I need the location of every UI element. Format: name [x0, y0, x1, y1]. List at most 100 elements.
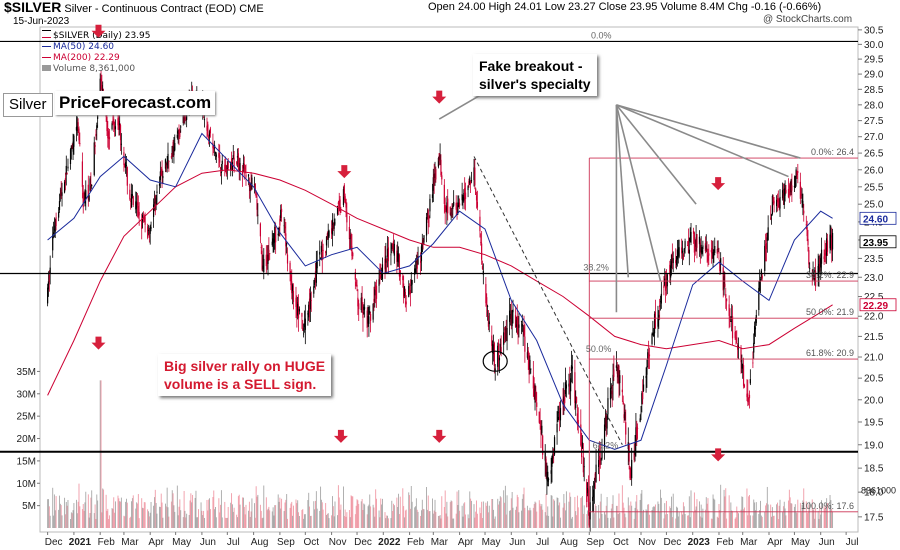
candle-body	[427, 210, 429, 223]
candle-body	[586, 482, 588, 503]
x-label-Nov: Nov	[329, 537, 347, 548]
candle-body	[754, 327, 757, 330]
candle-body	[119, 123, 121, 126]
candle-body	[152, 204, 155, 217]
fib-top-label: 68.2%	[593, 441, 619, 451]
candle-body	[510, 314, 512, 324]
candle-body	[743, 384, 746, 387]
candle-body	[594, 473, 596, 481]
x-label-Mar: Mar	[740, 537, 758, 548]
y-tick-label: 22.5	[864, 292, 884, 303]
candle-body	[758, 287, 760, 310]
volume-tick-label: 25M	[17, 412, 36, 423]
candle-body	[391, 244, 393, 250]
price-tag-24.60: 24.60	[863, 214, 888, 225]
fib-top-label: 0.0%	[591, 30, 612, 40]
candle-body	[794, 176, 796, 188]
candle-body	[233, 157, 235, 170]
candle-body	[563, 396, 565, 401]
candle-body	[723, 276, 725, 290]
candle-body	[366, 310, 368, 328]
candle-body	[108, 131, 110, 139]
candle-body	[613, 369, 615, 377]
candle-body	[574, 372, 576, 404]
candle-body	[552, 453, 554, 459]
candle-body	[172, 141, 174, 157]
candle-body	[143, 218, 145, 220]
candle-body	[576, 413, 579, 425]
candle-body	[475, 195, 478, 201]
x-label-2021: 2021	[69, 537, 92, 548]
candle-body	[639, 418, 641, 422]
candle-body	[700, 244, 702, 253]
x-label-Feb: Feb	[407, 537, 425, 548]
candle-body	[500, 346, 502, 354]
instrument-name: Silver - Continuous Contract (EOD)	[64, 3, 237, 15]
candle-body	[155, 197, 157, 204]
candle-body	[831, 232, 834, 250]
y-tick-label: 21.5	[864, 332, 884, 343]
candle-body	[562, 398, 564, 402]
candle-body	[503, 333, 506, 335]
candle-body	[600, 459, 602, 461]
candle-body	[378, 279, 380, 286]
candle-body	[731, 316, 734, 339]
candle-body	[72, 141, 74, 152]
candle-body	[162, 176, 164, 179]
candle-body	[787, 188, 790, 198]
candle-body	[208, 131, 211, 137]
candle-body	[286, 254, 289, 264]
volume-tick-label: 30M	[17, 389, 36, 400]
candle-body	[244, 167, 246, 169]
candle-body	[443, 184, 445, 204]
candle-body	[506, 327, 508, 342]
candle-body	[295, 297, 297, 308]
candle-body	[435, 169, 437, 180]
candle-body	[225, 166, 227, 173]
fib-label: 100.0%: 17.6	[801, 501, 854, 511]
candle-body	[354, 272, 356, 280]
y-tick-label: 30.5	[864, 25, 884, 36]
candle-body	[734, 332, 736, 338]
candle-body	[280, 209, 282, 219]
candle-body	[227, 162, 229, 169]
legend-ma50: MA(50) 24.60	[42, 42, 151, 53]
candle-body	[684, 241, 686, 249]
candle-body	[94, 144, 96, 147]
candle-body	[297, 306, 300, 319]
candle-body	[475, 188, 477, 195]
down-arrow-icon	[432, 429, 447, 443]
chart-legend: $SILVER (Daily) 23.95 MA(50) 24.60 MA(20…	[42, 30, 151, 75]
candle-body	[681, 250, 684, 253]
candle-body	[772, 197, 774, 202]
y-tick-label: 19.0	[864, 440, 884, 451]
candle-body	[481, 266, 484, 269]
candle-body	[340, 210, 342, 212]
candle-body	[761, 275, 763, 279]
candle-body	[303, 323, 306, 328]
candle-body	[373, 298, 375, 302]
candle-body	[486, 305, 489, 307]
candle-body	[796, 170, 798, 175]
candle-body	[635, 427, 637, 443]
candle-body	[663, 285, 665, 289]
watermark: @ StockCharts.com	[763, 14, 853, 25]
candle-body	[788, 191, 790, 193]
y-tick-label: 27.0	[864, 132, 884, 143]
candle-body	[712, 251, 714, 259]
candle-body	[706, 248, 708, 251]
candle-body	[464, 188, 466, 198]
candle-body	[672, 258, 674, 264]
candle-body	[820, 249, 823, 264]
candle-body	[781, 190, 784, 199]
candle-body	[219, 167, 222, 170]
candle-body	[123, 152, 125, 166]
candle-body	[404, 291, 406, 298]
candle-body	[239, 163, 241, 172]
candle-body	[582, 456, 584, 473]
candle-body	[414, 268, 416, 275]
candle-body	[636, 426, 638, 439]
candle-body	[90, 184, 92, 186]
x-label-Jul: Jul	[227, 537, 240, 548]
volume-tick-label: 10M	[17, 479, 36, 490]
